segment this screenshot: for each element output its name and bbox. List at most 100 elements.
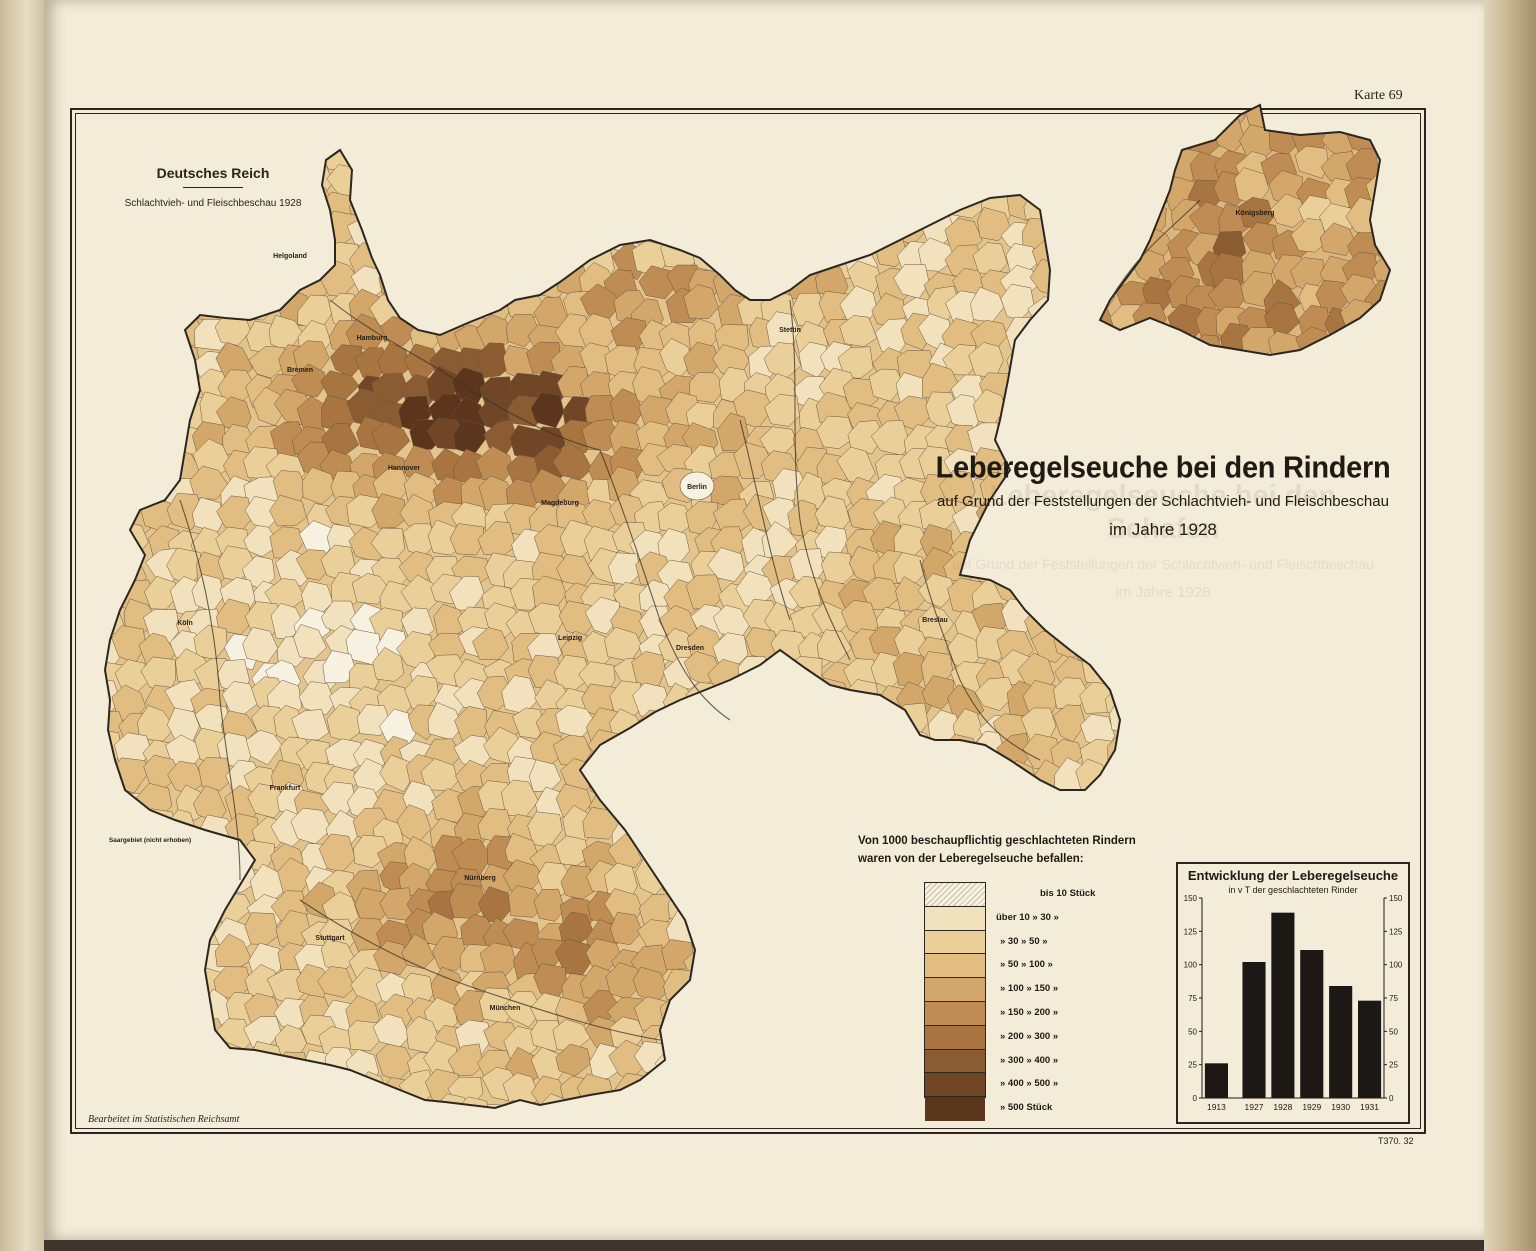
- district-cell: [115, 996, 151, 1032]
- district-cell: [353, 1091, 387, 1108]
- district-cell: [1100, 152, 1122, 187]
- district-cell: [105, 291, 135, 328]
- x-tick-label: 1913: [1207, 1102, 1226, 1112]
- district-cell: [322, 650, 357, 684]
- district-cell: [1244, 352, 1281, 355]
- district-cell: [201, 1047, 234, 1084]
- district-cell: [105, 210, 126, 245]
- district-cell: [587, 188, 621, 221]
- district-cell: [528, 238, 561, 271]
- district-cell: [972, 161, 1009, 194]
- corner-title: Deutsches Reich: [156, 165, 270, 181]
- district-cell: [505, 181, 542, 219]
- district-cell: [1113, 105, 1145, 139]
- district-cell: [429, 150, 465, 170]
- district-cell: [1222, 356, 1255, 392]
- district-cell: [901, 160, 934, 197]
- district-cell: [298, 681, 336, 716]
- district-cell: [738, 245, 772, 281]
- district-cell: [685, 1011, 725, 1051]
- district-cell: [324, 1091, 358, 1108]
- district-cell: [712, 150, 751, 169]
- district-cell: [1273, 105, 1309, 130]
- district-cell: [167, 209, 206, 244]
- district-cell: [171, 866, 209, 904]
- legend-label: » 50 » 100 »: [1000, 959, 1053, 971]
- district-cell: [793, 914, 832, 950]
- district-cell: [771, 686, 807, 724]
- district-cell: [585, 762, 621, 795]
- district-cell: [1100, 325, 1120, 355]
- district-cell: [371, 493, 406, 529]
- district-cell: [1057, 343, 1092, 379]
- district-cell: [1108, 213, 1120, 252]
- district-cell: [554, 835, 589, 866]
- district-cell: [837, 346, 874, 379]
- district-cell: [685, 765, 721, 803]
- x-tick-label: 1929: [1302, 1102, 1321, 1112]
- district-cell: [815, 216, 851, 256]
- city-label: Dresden: [676, 645, 704, 652]
- district-cell: [793, 707, 834, 744]
- east-prussia-border: [1098, 103, 1392, 357]
- district-cell: [449, 269, 486, 306]
- district-cell: [767, 867, 804, 901]
- district-cell: [871, 783, 905, 817]
- district-cell: [1098, 1042, 1120, 1078]
- district-cell: [871, 703, 906, 741]
- district-cell: [1079, 919, 1118, 956]
- district-cell: [1100, 122, 1118, 153]
- district-cell: [868, 1046, 903, 1082]
- district-cell: [1052, 257, 1089, 295]
- district-cell: [691, 150, 729, 174]
- district-cell: [661, 712, 696, 746]
- district-cell: [710, 161, 745, 200]
- district-cell: [114, 425, 150, 458]
- rivers: [179, 199, 1201, 1041]
- district-cell: [657, 812, 694, 852]
- legend-swatch: [925, 954, 985, 979]
- district-cell: [299, 1073, 337, 1108]
- district-cell: [122, 237, 158, 274]
- y-tick-label-left: 125: [1184, 927, 1198, 936]
- district-cell: [919, 165, 958, 201]
- district-cell: [939, 470, 976, 505]
- district-cell: [710, 948, 742, 983]
- district-cell: [635, 811, 671, 849]
- district-cell: [535, 216, 574, 253]
- district-cell: [613, 780, 648, 819]
- district-cell: [244, 601, 283, 635]
- district-cell: [995, 864, 1033, 897]
- district-cell: [533, 888, 566, 922]
- district-cell: [768, 220, 806, 254]
- district-cell: [821, 943, 860, 978]
- district-cell: [684, 208, 722, 243]
- district-cell: [428, 290, 465, 325]
- district-cell: [760, 777, 797, 816]
- district-cell: [1376, 140, 1390, 177]
- district-cell: [812, 810, 851, 845]
- district-cell: [1022, 376, 1061, 410]
- district-cell: [794, 945, 828, 977]
- district-cell: [736, 913, 776, 948]
- city-label: Berlin: [687, 484, 707, 491]
- district-cell: [105, 392, 129, 424]
- district-cell: [1052, 243, 1089, 277]
- district-cell: [105, 150, 128, 167]
- city-label: Stettin: [779, 327, 801, 334]
- district-cell: [1104, 1018, 1120, 1054]
- district-cell: [144, 576, 179, 610]
- district-cell: [295, 549, 332, 581]
- district-cell: [163, 944, 202, 979]
- district-cell: [293, 624, 327, 660]
- district-cell: [974, 676, 1016, 711]
- district-cell: [769, 971, 802, 1008]
- district-cell: [376, 167, 412, 202]
- district-cell: [456, 238, 493, 274]
- district-cell: [1190, 105, 1226, 136]
- district-cell: [274, 1103, 311, 1108]
- district-cell: [213, 243, 250, 279]
- city-label: Königsberg: [1236, 210, 1275, 217]
- district-cell: [613, 759, 651, 795]
- district-cell: [1100, 627, 1120, 663]
